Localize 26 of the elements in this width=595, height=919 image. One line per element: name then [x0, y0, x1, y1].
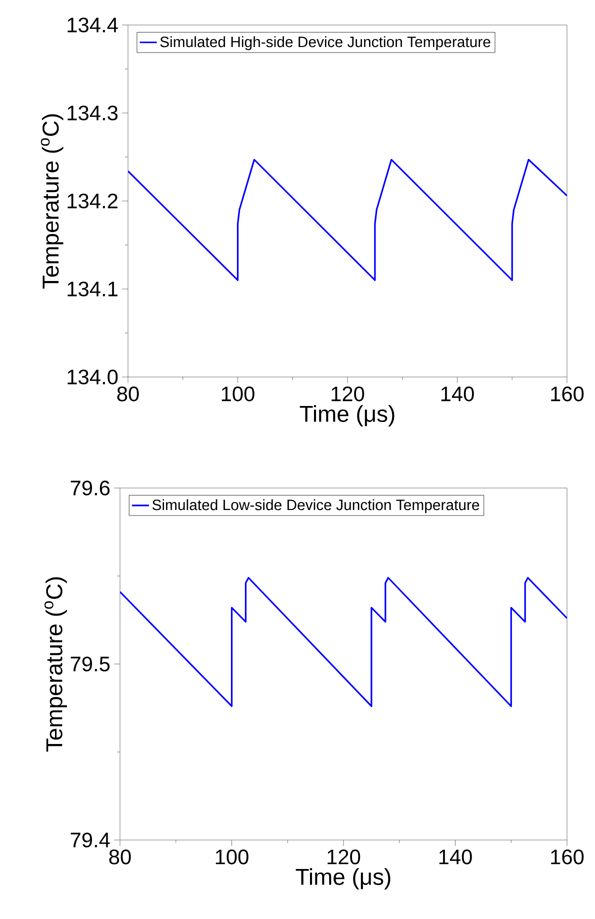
y-tick-label: 134.0	[68, 370, 118, 384]
y-tick-label: 79.6	[70, 480, 110, 496]
x-axis-title: Time (μs)	[300, 405, 394, 427]
y-tick-label: 79.5	[70, 656, 110, 672]
x-tick-label: 120	[332, 386, 364, 402]
x-tick-label: 80	[117, 386, 139, 402]
line-series	[128, 158, 567, 281]
y-tick-label: 134.3	[68, 106, 118, 120]
x-tick-label: 100	[216, 850, 248, 864]
x-tick-label: 160	[551, 386, 584, 402]
x-tick-label: 140	[441, 386, 474, 402]
legend-label: Simulated High-side Device Junction Temperature	[160, 36, 490, 50]
y-tick-label: 134.4	[68, 18, 118, 32]
legend-label: Simulated Low-side Device Junction Temperature	[152, 499, 480, 514]
line-series	[120, 576, 567, 708]
x-tick-label: 160	[551, 850, 584, 864]
x-tick-label: 140	[439, 850, 472, 864]
x-axis-title: Time (μs)	[296, 868, 390, 890]
y-tick-label: 134.2	[68, 194, 118, 208]
x-tick-label: 100	[222, 386, 254, 402]
y-axis-title: Temperature ($^{o}$C)	[40, 114, 64, 289]
y-tick-label: 79.4	[70, 832, 110, 848]
y-axis-title: Temperature ($^{o}$C)	[44, 577, 67, 752]
x-tick-label: 80	[109, 850, 131, 864]
x-tick-label: 120	[328, 850, 360, 864]
y-tick-label: 134.1	[68, 282, 118, 296]
